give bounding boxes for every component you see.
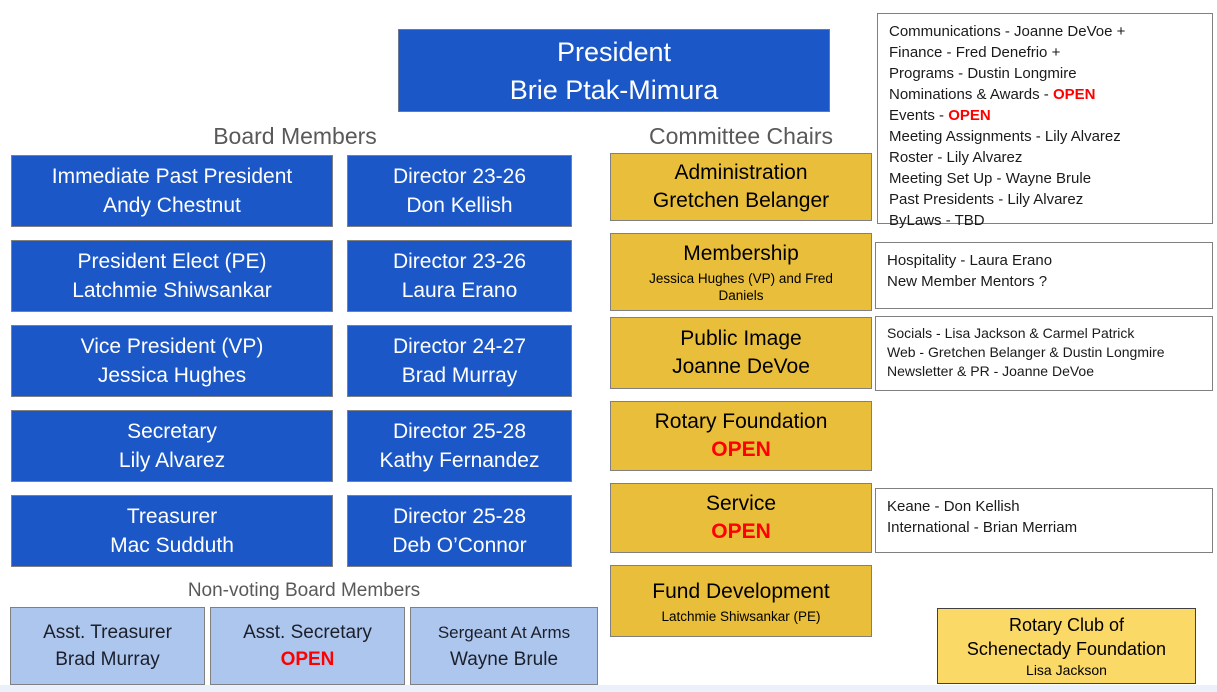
- committee-chair: Joanne DeVoe: [672, 355, 810, 378]
- committee-box-administration: Administration Gretchen Belanger: [610, 153, 872, 221]
- person-name: Andy Chestnut: [103, 194, 241, 217]
- board-box-president-elect: President Elect (PE) Latchmie Shiwsankar: [11, 240, 333, 312]
- committee-title: Membership: [683, 242, 799, 265]
- committee-title: Rotary Foundation: [654, 410, 828, 433]
- subcommittee-line: ByLaws - TBD: [889, 212, 985, 229]
- detail-line: Socials - Lisa Jackson & Carmel Patrick: [887, 325, 1135, 341]
- public-image-detail-box: Socials - Lisa Jackson & Carmel Patrick …: [875, 316, 1213, 391]
- subcommittee-line: Meeting Assignments - Lily Alvarez: [889, 128, 1121, 145]
- detail-line: Hospitality - Laura Erano: [887, 252, 1053, 269]
- committee-title: Service: [705, 492, 777, 515]
- membership-detail-box: Hospitality - Laura Erano New Member Men…: [875, 242, 1213, 309]
- foundation-chair-name: Lisa Jackson: [1026, 662, 1107, 678]
- role-title: Director 23-26: [392, 250, 527, 273]
- person-name: Kathy Fernandez: [379, 449, 540, 472]
- board-box-vice-president: Vice President (VP) Jessica Hughes: [11, 325, 333, 397]
- board-box-director-25-28-b: Director 25-28 Deb O’Connor: [347, 495, 572, 567]
- subcommittee-line: Finance - Fred Denefrio +: [889, 44, 1061, 61]
- board-members-heading: Board Members: [213, 123, 377, 149]
- role-title: Director 23-26: [392, 165, 527, 188]
- subcommittee-line: Events - OPEN: [889, 107, 991, 124]
- nonvoting-box-asst-secretary: Asst. Secretary OPEN: [210, 607, 405, 685]
- role-title: President Elect (PE): [77, 250, 267, 273]
- role-title: Vice President (VP): [80, 335, 264, 358]
- person-name: Brad Murray: [401, 364, 518, 387]
- committee-chair: Gretchen Belanger: [652, 189, 830, 212]
- detail-line: Web - Gretchen Belanger & Dustin Longmir…: [887, 344, 1165, 360]
- committee-box-rotary-foundation: Rotary Foundation OPEN: [610, 401, 872, 471]
- person-name: OPEN: [280, 649, 335, 670]
- person-name: Latchmie Shiwsankar: [72, 279, 272, 302]
- role-title: Sergeant At Arms: [437, 623, 571, 642]
- person-name: Mac Sudduth: [110, 534, 234, 557]
- nonvoting-box-sergeant-at-arms: Sergeant At Arms Wayne Brule: [410, 607, 598, 685]
- subcommittee-line: Past Presidents - Lily Alvarez: [889, 191, 1084, 208]
- committee-chairs-heading: Committee Chairs: [648, 123, 834, 149]
- person-name: Don Kellish: [406, 194, 513, 217]
- role-title: Immediate Past President: [51, 165, 293, 188]
- subcommittee-list-box: Communications - Joanne DeVoe + Finance …: [877, 13, 1213, 229]
- nonvoting-heading: Non-voting Board Members: [187, 580, 421, 601]
- subcommittee-line: Meeting Set Up - Wayne Brule: [889, 170, 1092, 187]
- role-title: Director 25-28: [392, 420, 527, 443]
- committee-chair: Jessica Hughes (VP) and Fred Daniels: [649, 271, 833, 303]
- subcommittee-line: Nominations & Awards - OPEN: [889, 86, 1096, 103]
- subcommittee-line: Programs - Dustin Longmire: [889, 65, 1077, 82]
- committee-box-service: Service OPEN: [610, 483, 872, 553]
- board-box-director-25-28-a: Director 25-28 Kathy Fernandez: [347, 410, 572, 482]
- board-box-secretary: Secretary Lily Alvarez: [11, 410, 333, 482]
- president-box: President Brie Ptak-Mimura: [398, 29, 830, 112]
- person-name: Lily Alvarez: [118, 449, 226, 472]
- committee-box-membership: Membership Jessica Hughes (VP) and Fred …: [610, 233, 872, 311]
- foundation-title-line2: Schenectady Foundation: [966, 639, 1167, 659]
- committee-chair: OPEN: [711, 520, 771, 543]
- board-box-director-24-27: Director 24-27 Brad Murray: [347, 325, 572, 397]
- committee-chair: Latchmie Shiwsankar (PE): [661, 608, 821, 624]
- president-name: Brie Ptak-Mimura: [509, 74, 719, 105]
- foundation-title-line1: Rotary Club of: [1008, 615, 1125, 635]
- nonvoting-box-asst-treasurer: Asst. Treasurer Brad Murray: [10, 607, 205, 685]
- person-name: Deb O’Connor: [392, 534, 527, 557]
- committee-title: Fund Development: [652, 579, 830, 603]
- role-title: Asst. Treasurer: [43, 622, 172, 643]
- role-title: Secretary: [127, 420, 217, 443]
- board-box-treasurer: Treasurer Mac Sudduth: [11, 495, 333, 567]
- committee-title: Public Image: [680, 327, 802, 350]
- detail-line: New Member Mentors ?: [887, 273, 1048, 290]
- person-name: Wayne Brule: [449, 649, 559, 670]
- detail-line: Keane - Don Kellish: [887, 498, 1020, 515]
- board-box-director-23-26-b: Director 23-26 Laura Erano: [347, 240, 572, 312]
- person-name: Jessica Hughes: [97, 364, 247, 387]
- committee-title: Administration: [674, 161, 808, 184]
- board-box-director-23-26-a: Director 23-26 Don Kellish: [347, 155, 572, 227]
- person-name: Brad Murray: [55, 649, 160, 670]
- subcommittee-line: Communications - Joanne DeVoe +: [889, 23, 1126, 40]
- role-title: Treasurer: [126, 505, 218, 528]
- detail-line: International - Brian Merriam: [887, 519, 1078, 536]
- president-title: President: [556, 36, 672, 67]
- committee-box-fund-development: Fund Development Latchmie Shiwsankar (PE…: [610, 565, 872, 637]
- board-box-immediate-past-president: Immediate Past President Andy Chestnut: [11, 155, 333, 227]
- service-detail-box: Keane - Don Kellish International - Bria…: [875, 488, 1213, 553]
- role-title: Director 24-27: [392, 335, 527, 358]
- role-title: Director 25-28: [392, 505, 527, 528]
- detail-line: Newsletter & PR - Joanne DeVoe: [887, 363, 1094, 379]
- committee-chair: OPEN: [711, 438, 771, 461]
- committee-box-public-image: Public Image Joanne DeVoe: [610, 317, 872, 389]
- slide-bottom-edge: [0, 685, 1217, 692]
- person-name: Laura Erano: [401, 279, 518, 302]
- subcommittee-line: Roster - Lily Alvarez: [889, 149, 1023, 166]
- role-title: Asst. Secretary: [243, 622, 372, 643]
- schenectady-foundation-box: Rotary Club of Schenectady Foundation Li…: [937, 608, 1196, 684]
